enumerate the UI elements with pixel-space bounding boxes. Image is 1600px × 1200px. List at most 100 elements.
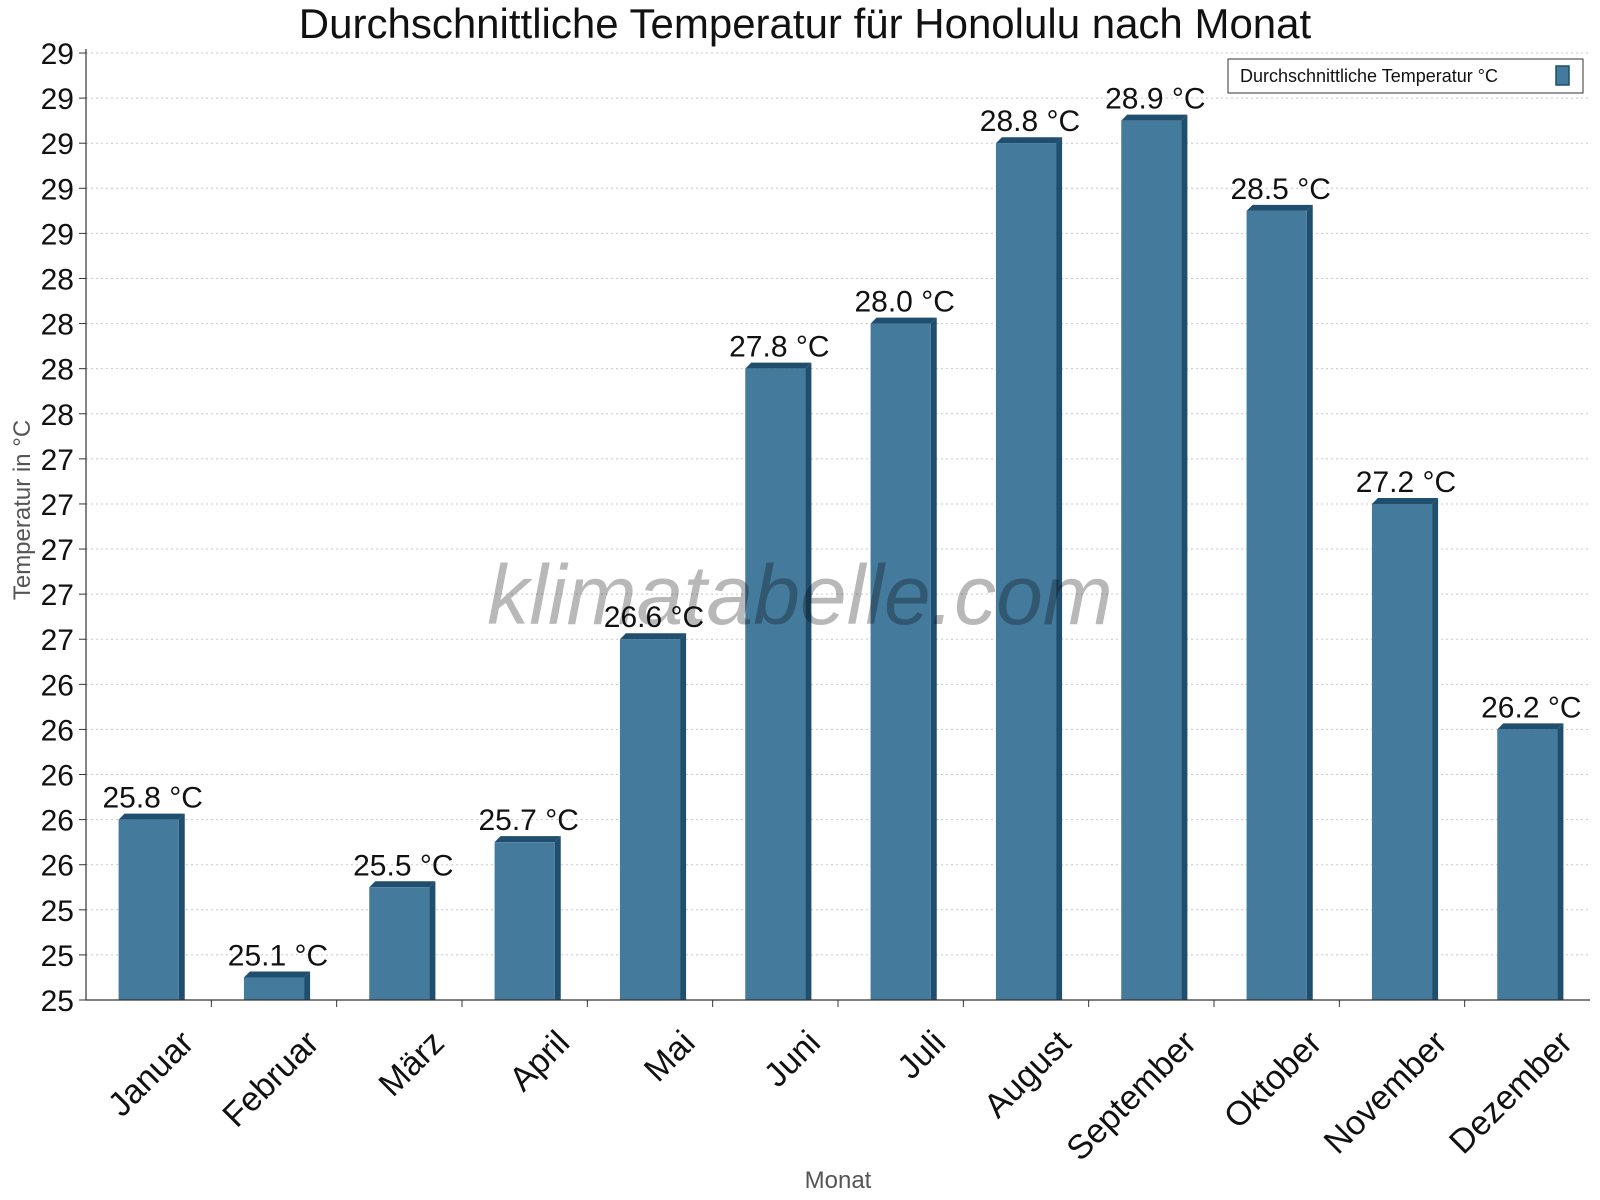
bar-front — [1246, 210, 1307, 1001]
bar-april — [494, 836, 561, 1000]
data-label: 25.8 °C — [102, 782, 202, 815]
data-label: 27.8 °C — [729, 331, 829, 364]
data-label: 26.6 °C — [604, 601, 704, 634]
y-tick-label: 25 — [41, 895, 74, 928]
y-tick-label: 26 — [41, 714, 74, 747]
data-label: 26.2 °C — [1481, 691, 1581, 724]
bar-front — [118, 819, 179, 1000]
bar-side — [930, 317, 937, 1001]
bar-side — [1056, 137, 1063, 1000]
bar-side — [429, 881, 436, 1000]
bar-top — [1121, 114, 1188, 121]
bar-side — [1557, 723, 1564, 1000]
y-tick-label: 28 — [41, 399, 74, 432]
x-tick-label: Dezember — [1442, 1024, 1580, 1162]
bar-märz — [369, 881, 436, 1000]
gridlines — [86, 52, 1590, 956]
bar-front — [369, 887, 430, 1000]
bar-november — [1371, 497, 1439, 1000]
data-label: 25.7 °C — [478, 804, 578, 837]
bar-front — [1121, 120, 1182, 1000]
y-tick-label: 28 — [41, 354, 74, 387]
data-label: 28.5 °C — [1230, 173, 1330, 206]
bar-front — [1497, 729, 1558, 1000]
bar-side — [1181, 114, 1188, 1000]
bar-side — [805, 362, 812, 1001]
bar-front — [745, 368, 806, 1001]
bar-top — [243, 971, 311, 978]
y-tick-label: 26 — [41, 850, 74, 883]
bar-top — [1371, 497, 1439, 504]
bar-front — [619, 639, 681, 1000]
legend-swatch — [1555, 65, 1570, 86]
bar-september — [1121, 114, 1188, 1000]
bar-top — [118, 813, 185, 820]
y-axis-label: Temperatur in °C — [9, 420, 36, 600]
bar-juli — [870, 317, 937, 1001]
y-tick-label: 26 — [41, 760, 74, 793]
y-tick-label: 29 — [41, 128, 74, 161]
bar-top — [369, 881, 436, 888]
bar-top — [995, 137, 1063, 144]
y-tick-label: 27 — [41, 444, 74, 477]
data-label: 27.2 °C — [1356, 466, 1456, 499]
bar-side — [178, 813, 185, 1000]
bar-top — [870, 317, 937, 324]
bar-februar — [243, 971, 311, 1000]
x-tick-label: Juli — [890, 1024, 953, 1087]
bar-mai — [619, 633, 687, 1000]
y-tick-label: 27 — [41, 534, 74, 567]
bar-front — [1371, 503, 1433, 1000]
bar-front — [494, 842, 555, 1000]
bar-oktober — [1246, 204, 1313, 1001]
x-tick-label: Juni — [757, 1024, 828, 1095]
bar-august — [995, 137, 1063, 1000]
x-tick-label: November — [1317, 1024, 1455, 1162]
bar-side — [680, 633, 687, 1000]
data-label: 28.0 °C — [854, 286, 954, 319]
bar-top — [619, 633, 687, 640]
x-tick-label: Oktober — [1217, 1024, 1329, 1136]
bar-top — [1246, 204, 1313, 211]
y-tick-label: 27 — [41, 579, 74, 612]
legend-label: Durchschnittliche Temperatur °C — [1240, 66, 1498, 86]
bar-front — [995, 143, 1057, 1000]
x-tick-label: Februar — [215, 1024, 326, 1135]
x-tick-label: März — [372, 1024, 452, 1104]
bar-top — [1497, 723, 1564, 730]
bar-front — [243, 977, 305, 1000]
bar-top — [745, 362, 812, 369]
y-tick-label: 29 — [41, 83, 74, 116]
legend-box — [1227, 58, 1584, 94]
bar-januar — [118, 813, 185, 1000]
y-tick-label: 27 — [41, 489, 74, 522]
data-labels: 25.8 °C 25.1 °C 25.5 °C 25.7 °C 26.6 °C 27.8 … — [102, 83, 1581, 973]
y-tick-label: 29 — [41, 218, 74, 251]
x-tick-label: September — [1059, 1024, 1203, 1168]
y-tick-label: 29 — [41, 173, 74, 206]
data-label: 28.9 °C — [1105, 83, 1205, 116]
bar-dezember — [1497, 723, 1564, 1000]
y-tick-label: 28 — [41, 309, 74, 342]
bars — [118, 114, 1564, 1001]
data-label: 25.1 °C — [228, 939, 328, 972]
bar-juni — [745, 362, 812, 1001]
y-tick-label: 25 — [41, 985, 74, 1018]
bar-top — [494, 836, 561, 843]
bar-front — [870, 323, 931, 1001]
y-tick-label: 26 — [41, 669, 74, 702]
data-label: 28.8 °C — [980, 105, 1080, 138]
bar-side — [1306, 204, 1313, 1001]
x-tick-label: Januar — [101, 1024, 201, 1124]
chart-title: Durchschnittliche Temperatur für Honolul… — [299, 0, 1312, 47]
data-label: 25.5 °C — [353, 849, 453, 882]
y-tick-label: 29 — [41, 38, 74, 71]
y-tick-label: 28 — [41, 263, 74, 296]
x-tick-label: August — [977, 1023, 1079, 1125]
legend: Durchschnittliche Temperatur °C — [1227, 58, 1584, 94]
bar-side — [1432, 497, 1439, 1000]
y-tick-label: 25 — [41, 940, 74, 973]
y-tick-label: 26 — [41, 805, 74, 838]
bar-side — [554, 836, 561, 1000]
